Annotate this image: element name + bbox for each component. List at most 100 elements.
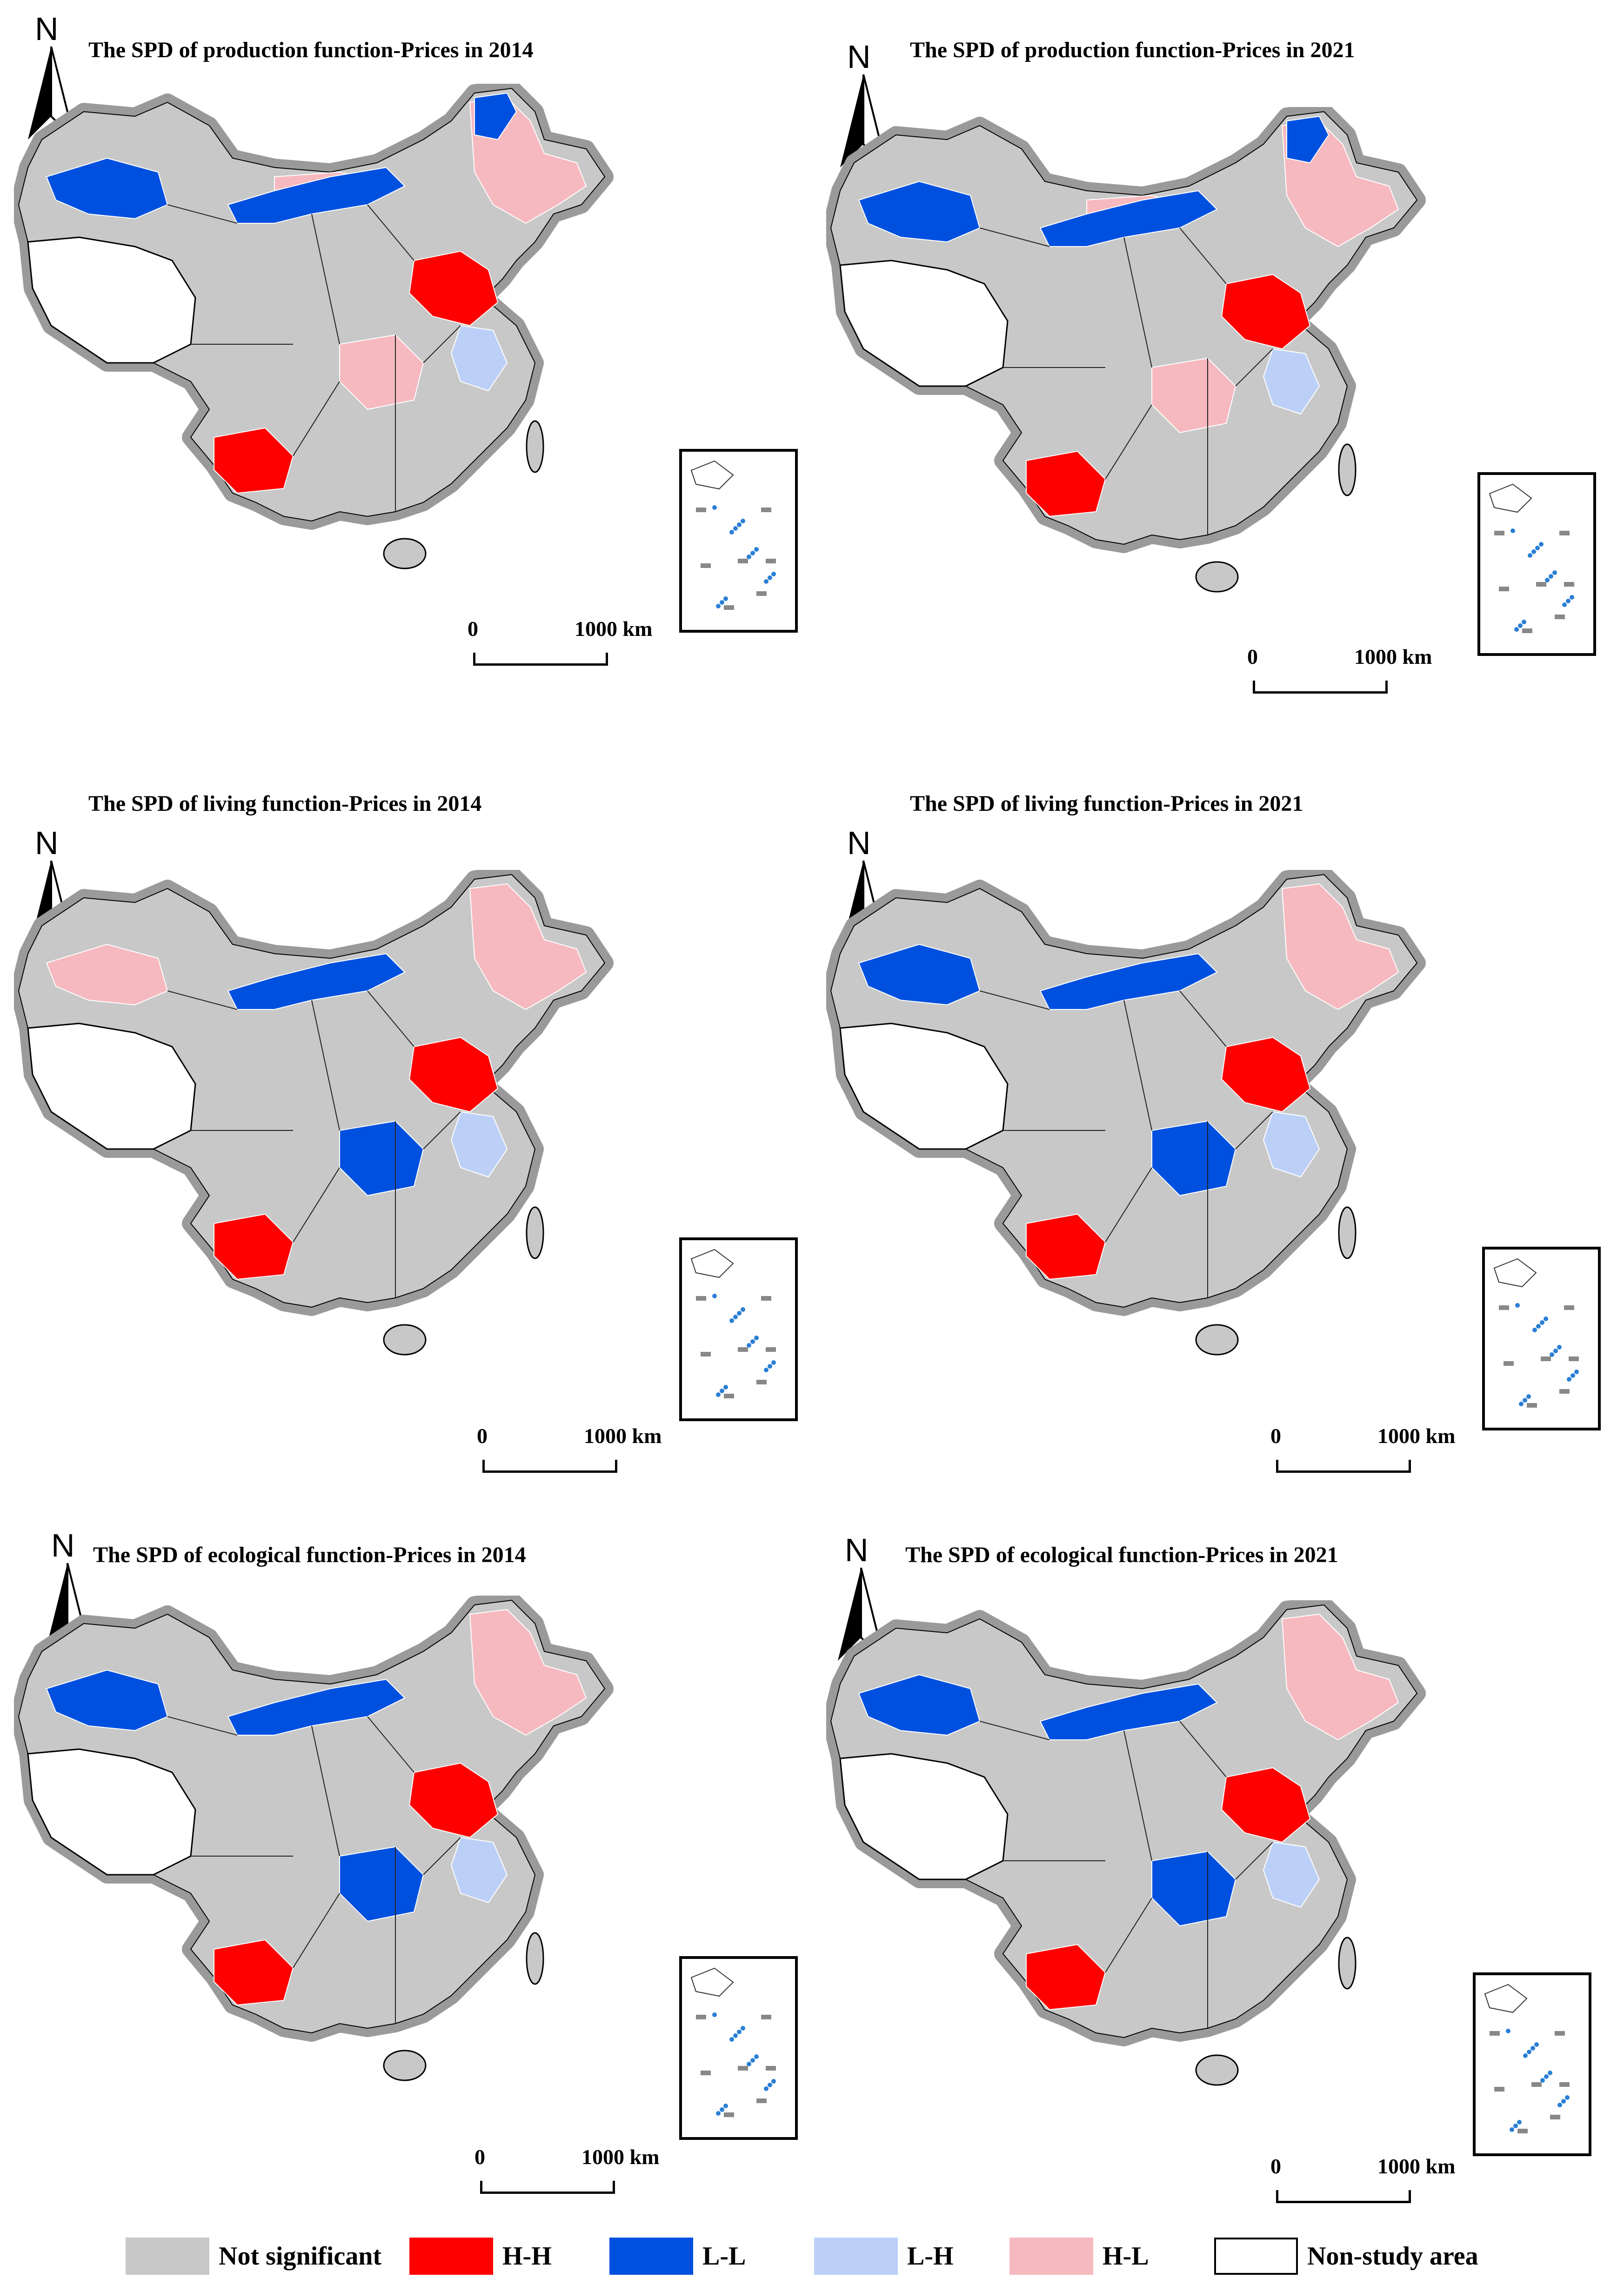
inset-island (1510, 528, 1515, 533)
inset-island (733, 526, 738, 531)
scale-max-label: 1000 km (1377, 1424, 1456, 1448)
inset-island (1530, 2046, 1535, 2051)
province-boundary (1123, 1000, 1152, 1131)
inset-island (1567, 1377, 1571, 1382)
south-china-sea-inset (679, 1956, 798, 2140)
inset-island (1539, 542, 1544, 547)
ll-cluster-northeast-tip (474, 92, 517, 140)
province-boundary (1105, 1167, 1152, 1243)
inset-island (737, 1311, 742, 1316)
inset-coastline (1489, 483, 1532, 513)
inset-island (1522, 620, 1526, 624)
inset-map (690, 1249, 776, 1398)
scale-bar: 0 1000 km (477, 1423, 662, 1479)
province-boundary (167, 204, 238, 224)
inset-island (712, 2012, 717, 2017)
inset-dash (696, 1296, 706, 1301)
inset-island (1535, 546, 1540, 550)
scale-max-label: 1000 km (1377, 2154, 1456, 2178)
inset-island (764, 579, 769, 584)
inset-dash (1504, 1361, 1514, 1366)
inset-island (1570, 595, 1574, 600)
inset-island (747, 2062, 751, 2066)
taiwan-island (1338, 443, 1357, 496)
panel-title: The SPD of living function-Prices in 202… (910, 791, 1303, 816)
inset-island (741, 2026, 745, 2031)
inset-island (1561, 2099, 1566, 2104)
china-map (826, 1600, 1426, 2086)
inset-island (1506, 2029, 1510, 2033)
non-study-area (27, 1748, 196, 1876)
lh-cluster-east-coast (450, 1837, 508, 1904)
inset-island (754, 2054, 759, 2059)
inset-dash (1555, 615, 1565, 619)
map-panel: The SPD of living function-Prices in 202… (812, 763, 1624, 1507)
inset-island (733, 2033, 738, 2038)
inset-dash (1541, 1356, 1551, 1361)
hl-cluster-northeast (469, 883, 587, 1010)
inset-island (1534, 2042, 1539, 2047)
hh-cluster-southwest (214, 1213, 294, 1280)
ll-cluster-northwest (858, 943, 981, 1006)
inset-map (1484, 1984, 1570, 2133)
legend: Not significant H-H L-L L-H H-L Non-study are… (126, 2233, 1521, 2279)
inset-dash (1555, 2031, 1565, 2036)
legend-label: Non-study area (1307, 2242, 1478, 2271)
inset-coastline (690, 460, 734, 490)
china-map (826, 107, 1426, 593)
province-boundary (311, 1725, 340, 1857)
inset-island (1528, 553, 1532, 558)
north-label: N (51, 1527, 75, 1564)
inset-island (1519, 1402, 1524, 1406)
scale-bar: 0 1000 km (468, 616, 652, 672)
scale-line (482, 1460, 617, 1473)
lh-cluster-east-coast (1263, 1841, 1320, 1908)
south-china-sea-inset (1477, 472, 1596, 656)
taiwan-island (1338, 1206, 1357, 1259)
scale-zero-label: 0 (477, 1424, 488, 1448)
province-boundary (1235, 1842, 1273, 1880)
province-boundary (1179, 990, 1227, 1047)
province-boundary (1179, 1721, 1227, 1777)
scale-line (1276, 2190, 1411, 2203)
inset-coastline (1493, 1258, 1537, 1288)
inset-dash (1517, 2129, 1528, 2133)
inset-island (768, 2083, 772, 2087)
hainan-island (383, 2050, 427, 2081)
inset-dash (1494, 2087, 1504, 2092)
panel-title: The SPD of ecological function-Prices in… (905, 1543, 1338, 1567)
province-boundary (1179, 227, 1227, 284)
inset-island (747, 1343, 751, 1348)
inset-dash (761, 508, 771, 512)
inset-dash (1559, 1389, 1570, 1394)
panel-title: The SPD of production function-Prices in… (88, 38, 534, 62)
inset-island (1544, 2074, 1549, 2079)
inset-island (1527, 2050, 1531, 2054)
hl-cluster-northeast (1281, 1613, 1399, 1741)
inset-coastline (690, 1967, 734, 1997)
inset-island (729, 530, 734, 535)
hh-cluster-southwest (214, 427, 294, 494)
panel-title: The SPD of ecological function-Prices in… (93, 1543, 526, 1567)
province-boundary (367, 204, 414, 261)
taiwan-island (1338, 1937, 1357, 1990)
inset-island (720, 600, 724, 605)
china-map (14, 1596, 614, 2081)
ll-cluster-northwest (46, 157, 168, 220)
scale-line (473, 653, 608, 666)
scale-max-label: 1000 km (575, 617, 653, 641)
inset-island (768, 1364, 772, 1369)
inset-dash (1499, 1305, 1509, 1310)
inset-island (1565, 2095, 1570, 2100)
province-boundary (423, 1111, 461, 1149)
scale-line (1276, 1460, 1411, 1473)
ll-cluster-north-bend (1039, 1683, 1218, 1740)
inset-dash (1527, 1403, 1537, 1408)
inset-dash (761, 2015, 771, 2019)
inset-island (712, 505, 717, 510)
inset-map (690, 460, 776, 610)
map-panel: The SPD of ecological function-Prices in… (812, 1503, 1624, 2247)
inset-island (720, 2107, 724, 2112)
lh-cluster-east-coast (450, 325, 508, 392)
inset-island (723, 1385, 728, 1390)
